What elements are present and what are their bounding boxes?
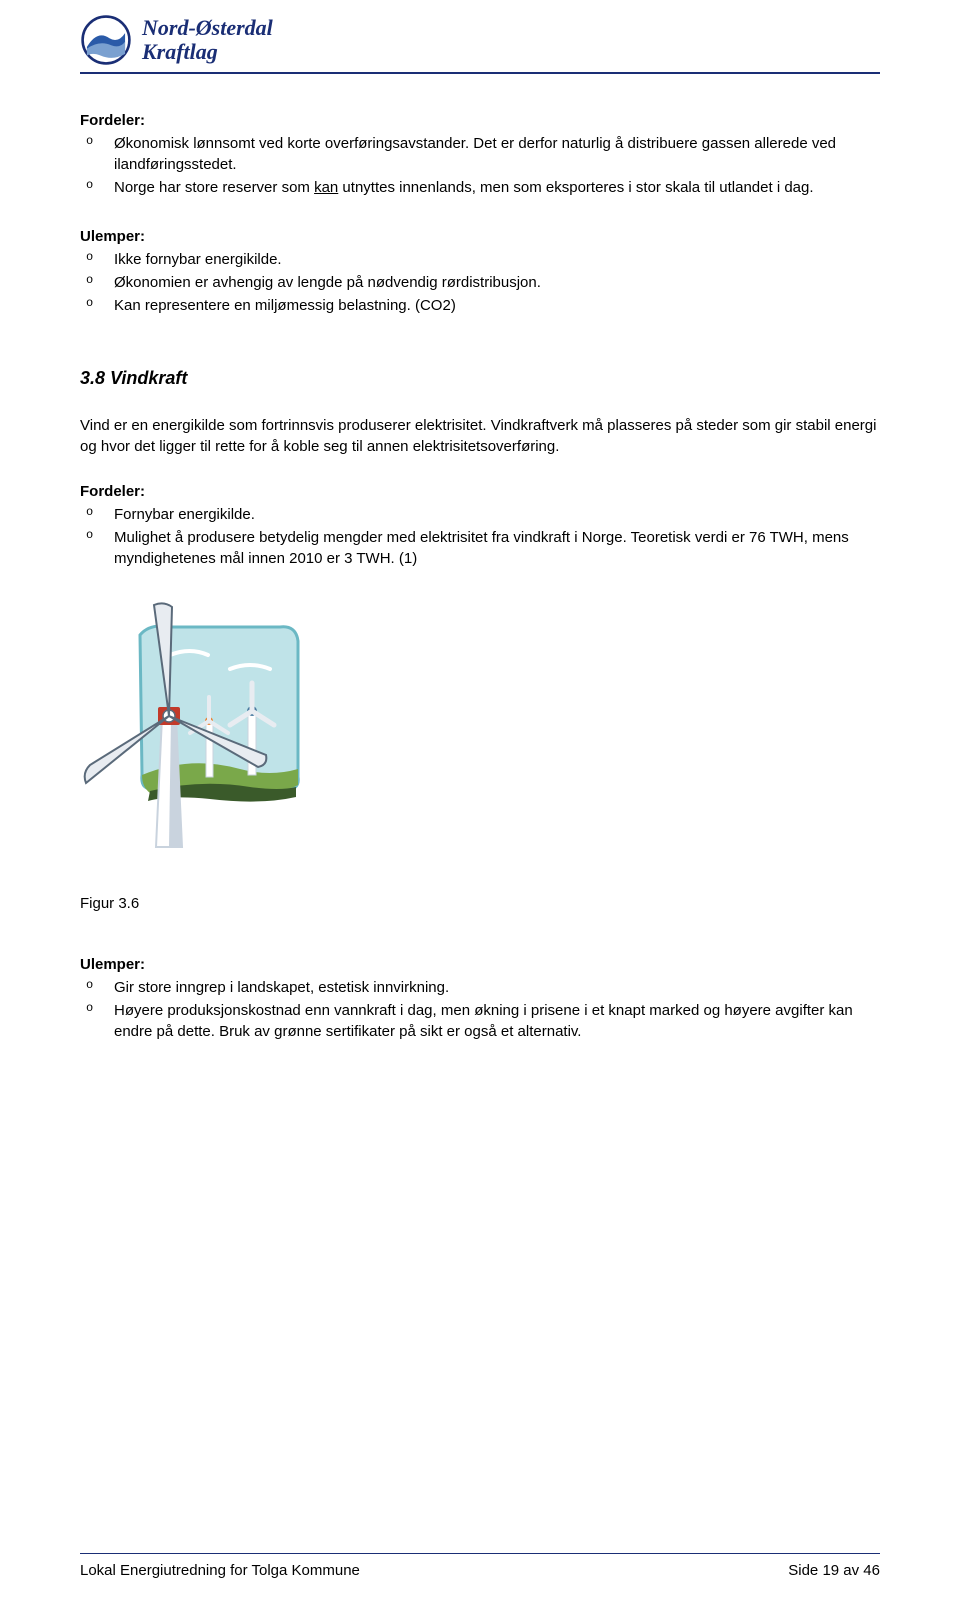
footer-page-number: Side 19 av 46 <box>788 1560 880 1581</box>
list-item: Ikke fornybar energikilde. <box>80 249 880 270</box>
company-logo-icon <box>80 14 132 66</box>
ulemper-section-1: Ulemper: Ikke fornybar energikilde. Økon… <box>80 226 880 316</box>
fordeler-list-2: Fornybar energikilde. Mulighet å produse… <box>80 504 880 569</box>
list-item: Norge har store reserver som kan utnytte… <box>80 177 880 198</box>
wind-turbine-illustration-icon <box>80 597 310 857</box>
fordeler-section-2: Fordeler: Fornybar energikilde. Mulighet… <box>80 481 880 569</box>
figure-3-6: Figur 3.6 <box>80 597 880 914</box>
ulemper-list-2: Gir store inngrep i landskapet, estetisk… <box>80 977 880 1042</box>
fordeler-section-1: Fordeler: Økonomisk lønnsomt ved korte o… <box>80 110 880 198</box>
company-name: Nord-Østerdal Kraftlag <box>142 16 273 64</box>
page-header: Nord-Østerdal Kraftlag <box>80 14 880 74</box>
vindkraft-intro-paragraph: Vind er en energikilde som fortrinnsvis … <box>80 415 880 457</box>
ulemper-section-2: Ulemper: Gir store inngrep i landskapet,… <box>80 954 880 1042</box>
list-item: Økonomien er avhengig av lengde på nødve… <box>80 272 880 293</box>
footer-doc-title: Lokal Energiutredning for Tolga Kommune <box>80 1560 360 1581</box>
list-item: Økonomisk lønnsomt ved korte overførings… <box>80 133 880 175</box>
fordeler-label-1: Fordeler: <box>80 110 880 131</box>
list-item: Kan representere en miljømessig belastni… <box>80 295 880 316</box>
list-item: Høyere produksjonskostnad enn vannkraft … <box>80 1000 880 1042</box>
brand-line-1: Nord-Østerdal <box>142 15 273 40</box>
figure-caption: Figur 3.6 <box>80 893 880 914</box>
ulemper-label-2: Ulemper: <box>80 954 880 975</box>
ulemper-label-1: Ulemper: <box>80 226 880 247</box>
section-heading-vindkraft: 3.8 Vindkraft <box>80 366 880 391</box>
page-footer: Lokal Energiutredning for Tolga Kommune … <box>80 1553 880 1581</box>
list-item: Gir store inngrep i landskapet, estetisk… <box>80 977 880 998</box>
ulemper-list-1: Ikke fornybar energikilde. Økonomien er … <box>80 249 880 316</box>
list-item: Fornybar energikilde. <box>80 504 880 525</box>
fordeler-label-2: Fordeler: <box>80 481 880 502</box>
fordeler-list-1: Økonomisk lønnsomt ved korte overførings… <box>80 133 880 198</box>
brand-line-2: Kraftlag <box>142 39 218 64</box>
list-item: Mulighet å produsere betydelig mengder m… <box>80 527 880 569</box>
